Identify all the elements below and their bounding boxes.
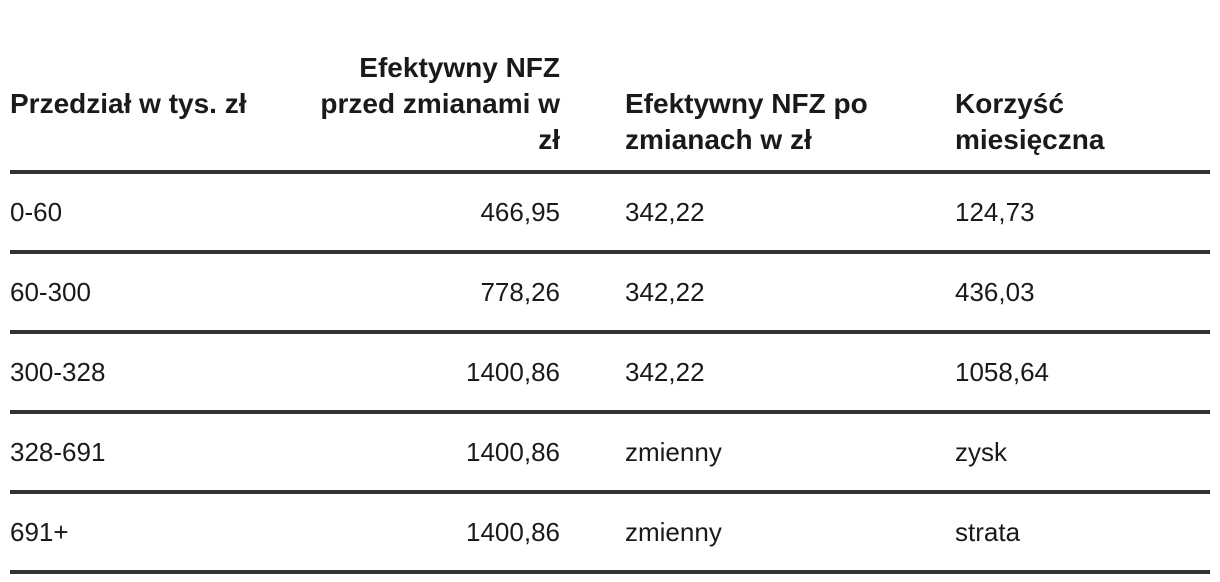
row-divider [10,330,1210,334]
column-header-nfz-after: Efektywny NFZ po zmianach w zł [625,88,868,155]
column-header-nfz-before: Efektywny NFZ przed zmianami w zł [320,52,560,155]
cell-nfz-after: 342,22 [625,197,705,227]
row-divider [10,410,1210,414]
table-row: 60-300 778,26 342,22 436,03 [10,254,1210,334]
cell-range: 328-691 [10,437,106,467]
cell-nfz-after: zmienny [625,437,722,467]
cell-nfz-before: 778,26 [480,277,560,307]
cell-nfz-before: 1400,86 [466,437,560,467]
cell-nfz-after: 342,22 [625,277,705,307]
cell-range: 691+ [10,517,69,547]
table-row: 0-60 466,95 342,22 124,73 [10,174,1210,254]
table-row: 300-328 1400,86 342,22 1058,64 [10,334,1210,414]
cell-monthly-benefit: 124,73 [955,197,1035,227]
cell-nfz-before: 466,95 [480,197,560,227]
cell-nfz-before: 1400,86 [466,357,560,387]
column-header-range: Przedział w tys. zł [10,88,247,119]
cell-nfz-after: 342,22 [625,357,705,387]
row-divider [10,250,1210,254]
cell-range: 300-328 [10,357,106,387]
table-header: Przedział w tys. zł Efektywny NFZ przed … [10,0,1210,174]
cell-monthly-benefit: strata [955,517,1021,547]
column-header-monthly-benefit: Korzyść miesięczna [955,88,1105,155]
cell-range: 60-300 [10,277,91,307]
cell-monthly-benefit: 1058,64 [955,357,1049,387]
table-row: 691+ 1400,86 zmienny strata [10,494,1210,574]
cell-range: 0-60 [10,197,63,227]
row-divider [10,490,1210,494]
cell-nfz-after: zmienny [625,517,722,547]
cell-monthly-benefit: 436,03 [955,277,1035,307]
data-table: Przedział w tys. zł Efektywny NFZ przed … [10,0,1210,574]
table-body: 0-60 466,95 342,22 124,73 60-300 778,26 … [10,174,1210,574]
row-divider [10,570,1210,574]
table-row: 328-691 1400,86 zmienny zysk [10,414,1210,494]
header-divider [10,170,1210,174]
cell-monthly-benefit: zysk [955,437,1007,467]
cell-nfz-before: 1400,86 [466,517,560,547]
